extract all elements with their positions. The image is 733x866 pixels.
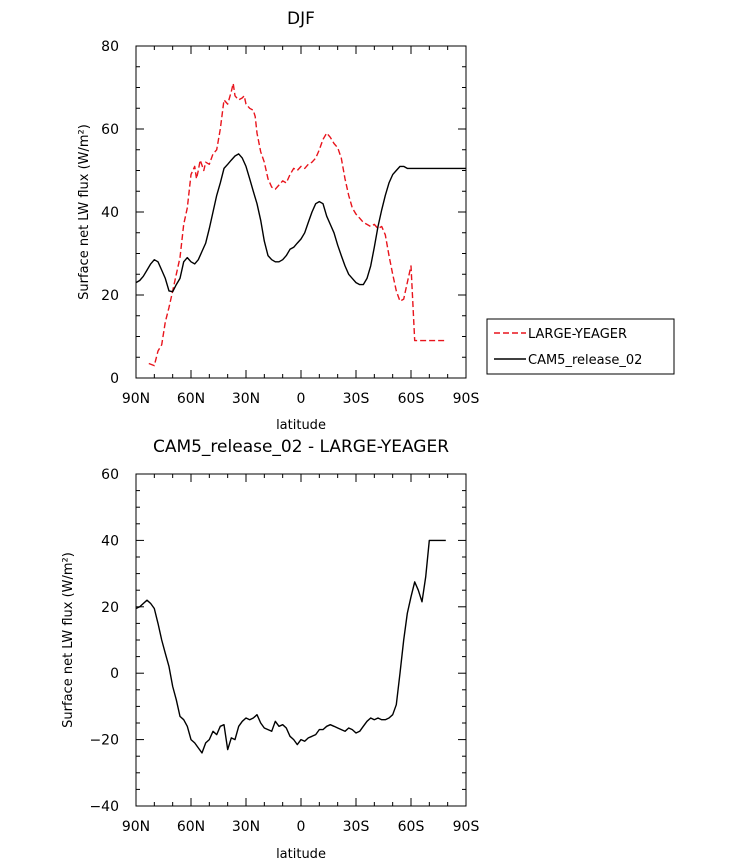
- x-tick-label: 60N: [177, 391, 205, 407]
- x-tick-label: 60N: [177, 819, 205, 835]
- chart-title-djf: DJF: [287, 9, 315, 29]
- y-tick-label: 40: [101, 205, 119, 221]
- x-tick-label: 60S: [398, 391, 425, 407]
- x-tick-label: 30N: [232, 819, 260, 835]
- y-tick-label: 40: [101, 533, 119, 549]
- x-tick-label: 30S: [343, 819, 370, 835]
- x-axis-label-difference: latitude: [276, 847, 326, 862]
- y-axis-label-difference: Surface net LW flux (W/m²): [61, 552, 76, 728]
- series-lines-djf: [135, 82, 466, 367]
- y-tick-label: 0: [110, 666, 119, 682]
- x-tick-label: 90N: [122, 391, 150, 407]
- legend-label-cam5: CAM5_release_02: [528, 353, 642, 368]
- series-line-large-yeager: [148, 82, 446, 367]
- x-axis-label-djf: latitude: [276, 418, 326, 433]
- legend-label-large-yeager: LARGE-YEAGER: [528, 327, 627, 342]
- legend-box: [486, 318, 675, 375]
- x-tick-label: 90S: [453, 819, 480, 835]
- chart-title-difference: CAM5_release_02 - LARGE-YEAGER: [153, 437, 449, 457]
- y-tick-label: 60: [101, 122, 119, 138]
- panel-djf: DJF 90N 60N 30N 0 30S 60S 90S 0 20 40 60 80 latitud…: [77, 9, 675, 433]
- plot-frame-difference: [135, 473, 467, 807]
- axis-ticks-difference: 90N 60N 30N 0 30S 60S 90S −40 −20 0 20 40 60: [89, 467, 479, 835]
- y-tick-label: 20: [101, 288, 119, 304]
- x-tick-label: 30S: [343, 391, 370, 407]
- legend: LARGE-YEAGER CAM5_release_02: [486, 318, 675, 375]
- series-line-difference: [135, 539, 446, 754]
- y-tick-label: 0: [110, 371, 119, 387]
- y-axis-label-djf: Surface net LW flux (W/m²): [77, 124, 92, 300]
- y-tick-label: 20: [101, 600, 119, 616]
- x-tick-label: 0: [297, 391, 306, 407]
- y-tick-label: 80: [101, 39, 119, 55]
- x-tick-label: 0: [297, 819, 306, 835]
- y-tick-label: 60: [101, 467, 119, 483]
- y-tick-label: −20: [89, 733, 119, 749]
- series-line-cam5-release-02: [135, 153, 466, 293]
- panel-difference: CAM5_release_02 - LARGE-YEAGER 90N 60N 30N…: [61, 437, 479, 862]
- y-tick-label: −40: [89, 799, 119, 815]
- x-tick-label: 90N: [122, 819, 150, 835]
- series-lines-difference: [135, 539, 446, 754]
- x-tick-label: 90S: [453, 391, 480, 407]
- x-tick-label: 30N: [232, 391, 260, 407]
- x-tick-label: 60S: [398, 819, 425, 835]
- plot-frame-djf: [135, 45, 467, 379]
- axis-ticks-djf: 90N 60N 30N 0 30S 60S 90S 0 20 40 60 80: [101, 39, 479, 407]
